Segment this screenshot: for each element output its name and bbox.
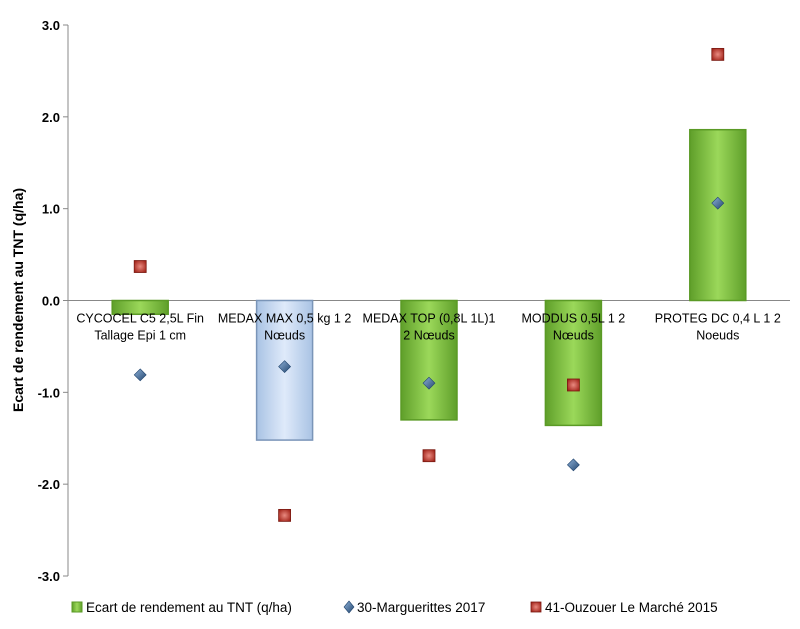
legend-label-square: 41-Ouzouer Le Marché 2015 [545,600,718,615]
data-point-square [711,47,725,61]
legend-label-bar: Ecart de rendement au TNT (q/ha) [86,600,292,615]
data-point-square [567,378,580,392]
category-label: MEDAX TOP (0,8L 1L)1 [363,312,496,326]
data-point-diamond [711,196,725,210]
y-tick-label: -3.0 [38,569,60,584]
category-label: MEDAX MAX 0,5 kg 1 2 [218,312,351,326]
data-point-diamond [422,376,436,390]
y-axis-label: Ecart de rendement au TNT (q/ha) [10,188,26,412]
bar-series [111,128,747,441]
y-tick-label: 3.0 [42,18,60,33]
y-axis-ticks: 3.0 2.0 1.0 0.0 -1.0 -2.0 -3.0 [38,18,68,584]
category-label: CYCOCEL C5 2,5L Fin [76,312,204,326]
legend-label-diamond: 30-Marguerittes 2017 [357,600,485,615]
category-label: 2 Nœuds [403,329,454,343]
legend: Ecart de rendement au TNT (q/ha) 30-Marg… [71,600,718,615]
y-tick-label: -2.0 [38,477,60,492]
y-tick-label: 0.0 [42,294,60,309]
marker-series [133,47,725,522]
data-point-diamond [278,360,292,374]
y-axis-title: Ecart de rendement au TNT (q/ha) [10,188,26,412]
category-label: Nœuds [553,329,594,343]
category-labels: CYCOCEL C5 2,5L Fin Tallage Epi 1 cm MEDAX… [76,312,780,343]
legend-swatch-square [530,601,542,613]
y-tick-label: -1.0 [38,385,60,400]
category-label: Tallage Epi 1 cm [94,329,186,343]
bar [689,128,747,302]
y-tick-label: 2.0 [42,110,60,125]
category-label: Noeuds [696,329,739,343]
bar [544,299,603,427]
category-label: Nœuds [264,329,305,343]
category-label: MODDUS 0,5L 1 2 [522,312,626,326]
data-point-square [422,449,436,463]
data-point-square [278,508,292,522]
category-label: PROTEG DC 0,4 L 1 2 [655,312,781,326]
legend-swatch-diamond [343,600,355,614]
data-point-diamond [566,458,580,472]
y-tick-label: 1.0 [42,202,60,217]
legend-swatch-bar [71,601,83,613]
bar [400,299,458,421]
bar [111,299,169,316]
data-point-diamond [133,368,147,382]
data-point-square [133,260,147,273]
